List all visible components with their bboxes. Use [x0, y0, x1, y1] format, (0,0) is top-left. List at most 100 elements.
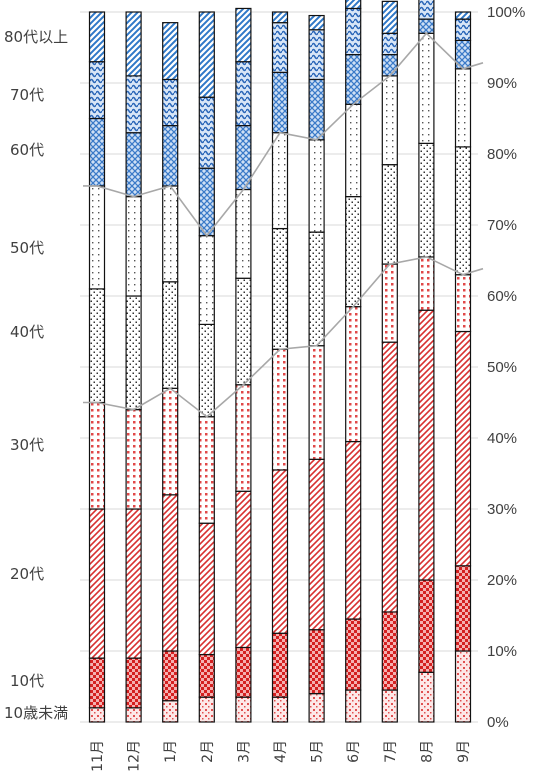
x-tick-label: 5月 [310, 740, 326, 763]
y-axis: 0% 10% 20% 30% 40% 50% 60% 70% 80% 90% 100% [487, 4, 525, 731]
bar-segment [88, 117, 106, 187]
bar-segment [198, 653, 215, 698]
bar-segment [162, 700, 179, 723]
bar-segment [345, 196, 362, 308]
bar-segment [454, 68, 472, 148]
bar-segment [271, 22, 289, 73]
age-group-label: 80代以上 [4, 28, 68, 46]
y-tick-label: 40% [487, 430, 517, 447]
bar-segment [125, 196, 142, 297]
bar-segment [271, 469, 289, 634]
bar-segment [308, 29, 325, 81]
bar-segment [88, 11, 106, 63]
bar-segment [125, 657, 142, 709]
x-tick-label: 9月 [456, 740, 472, 763]
bar-segment [454, 274, 472, 333]
bar-segment [162, 494, 179, 652]
bar-segment [88, 288, 106, 404]
bar-segment [235, 188, 252, 279]
connector-line [83, 32, 484, 237]
y-tick-label: 10% [487, 643, 517, 660]
bar-segment [308, 14, 325, 31]
bar-segment [454, 330, 472, 567]
bar-segment [235, 384, 252, 492]
bar-segment [235, 490, 252, 649]
bar-segment [162, 22, 179, 81]
x-tick-label: 2月 [200, 740, 216, 763]
bar-segment [418, 32, 435, 144]
bar-segment [418, 142, 435, 258]
bar-segment [271, 11, 289, 24]
bar-segment [454, 650, 472, 723]
bar-segment [381, 164, 398, 265]
bar-segment [271, 348, 289, 471]
bar-segment [381, 263, 398, 343]
bar-segment [454, 565, 472, 652]
bar-segment [308, 629, 325, 695]
bar-segment [198, 522, 215, 656]
bar-segment [162, 78, 179, 127]
bar-segment [271, 71, 289, 134]
bar-segment [235, 646, 252, 698]
bar-segment [88, 508, 106, 659]
bar-segment [125, 132, 142, 198]
bar-segment [162, 185, 179, 283]
bar-segment [418, 256, 435, 311]
bar-segment [125, 75, 142, 134]
bar-segment [308, 231, 325, 347]
bar-segment [162, 281, 179, 389]
age-group-label: 40代 [10, 323, 44, 341]
bar-segment [308, 458, 325, 631]
bar-segment [271, 132, 289, 230]
age-group-label: 10歳未満 [4, 704, 68, 722]
y-tick-label: 50% [487, 359, 517, 376]
bar-segment [235, 7, 252, 63]
bar-segment [345, 53, 362, 105]
age-group-labels: 80代以上 70代 60代 50代 40代 30代 20代 10代 10歳未満 [4, 28, 68, 722]
x-tick-label: 12月 [127, 740, 143, 772]
y-tick-label: 20% [487, 572, 517, 589]
bar-segment [418, 309, 435, 581]
bar-segment [454, 146, 472, 276]
bar-segment [381, 341, 398, 613]
connector-lines [83, 32, 484, 418]
bar-segment [162, 387, 179, 496]
bars [88, 0, 472, 723]
x-tick-label: 6月 [346, 740, 362, 763]
x-tick-label: 1月 [163, 740, 179, 763]
bar-segment [345, 0, 362, 10]
bar-segment [125, 295, 142, 411]
bar-segment [88, 61, 106, 120]
bar-segment [345, 440, 362, 620]
bar-segment [125, 508, 142, 659]
bar-segment [271, 696, 289, 723]
x-axis: 11月 12月 1月 2月 3月 4月 5月 6月 7月 8月 9月 [90, 740, 472, 772]
x-tick-label: 8月 [419, 740, 435, 763]
bar-segment [418, 579, 435, 673]
bar-segment [381, 75, 398, 166]
bar-segment [198, 96, 215, 169]
bar-segment [418, 671, 435, 723]
y-tick-label: 60% [487, 288, 517, 305]
bar-segment [235, 61, 252, 127]
bar-segment [125, 409, 142, 510]
age-group-label: 60代 [10, 141, 44, 159]
bar-segment [345, 306, 362, 443]
y-tick-label: 80% [487, 146, 517, 163]
bar-segment [381, 32, 398, 56]
bar-segment [381, 689, 398, 723]
age-group-label: 10代 [10, 672, 44, 690]
y-tick-label: 90% [487, 75, 517, 92]
bar-segment [88, 657, 106, 709]
bar-segment [381, 611, 398, 691]
bar-segment [308, 692, 325, 723]
bar-segment [235, 277, 252, 386]
bar-segment [125, 11, 142, 77]
bar-segment [454, 11, 472, 20]
bar-segment [345, 689, 362, 723]
bar-segment [88, 185, 106, 290]
bar-segment [271, 227, 289, 350]
bar-segment [125, 707, 142, 723]
